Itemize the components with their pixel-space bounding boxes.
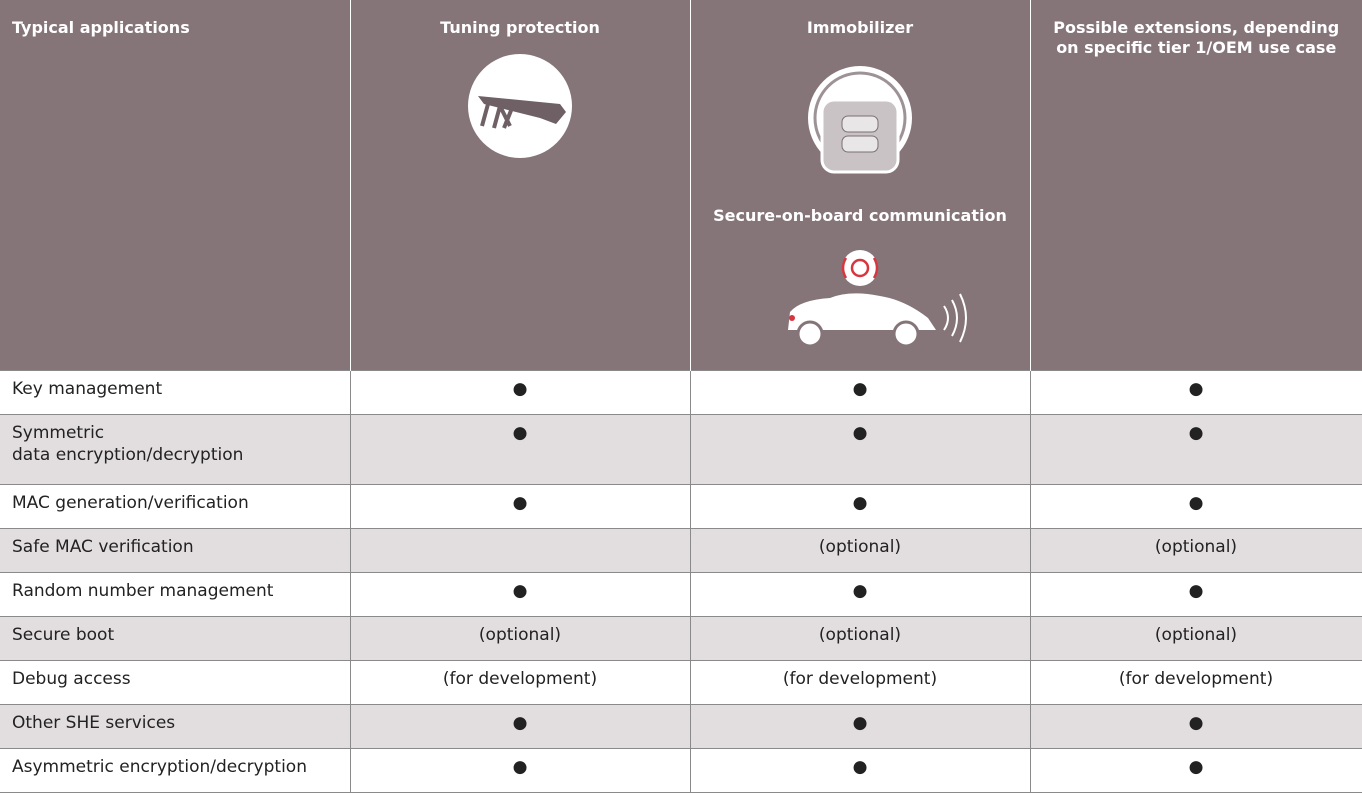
table-cell xyxy=(349,528,691,573)
row-label: Debug access xyxy=(0,660,351,705)
header-cell: Immobilizer xyxy=(690,0,1031,371)
row-label: MAC generation/verification xyxy=(0,484,351,529)
table-cell: (optional) xyxy=(1029,528,1362,573)
header-note: Secure-on-board communication xyxy=(713,206,1007,225)
table-cell: ● xyxy=(1029,414,1362,485)
row-label: Other SHE services xyxy=(0,704,351,749)
table-cell: (for development) xyxy=(1029,660,1362,705)
table-cell: ● xyxy=(349,704,691,749)
table-row: Random number management ● ● ● xyxy=(0,572,1362,617)
table-cell: ● xyxy=(1029,370,1362,415)
table-cell: (optional) xyxy=(689,616,1031,661)
table-row: Other SHE services ● ● ● xyxy=(0,704,1362,749)
table-cell: ● xyxy=(689,704,1031,749)
row-label: Asymmetric encryption/decryption xyxy=(0,748,351,793)
table-cell: ● xyxy=(1029,748,1362,793)
row-label: Secure boot xyxy=(0,616,351,661)
table-cell: (for development) xyxy=(689,660,1031,705)
table-cell: ● xyxy=(689,748,1031,793)
header-cell: Typical applications xyxy=(0,0,351,371)
table-body: Key management ● ● ● Symmetric data encrypti… xyxy=(0,370,1362,793)
row-label: Safe MAC verification xyxy=(0,528,351,573)
table-cell: ● xyxy=(689,484,1031,529)
table-cell: (optional) xyxy=(689,528,1031,573)
table-cell: (for development) xyxy=(349,660,691,705)
table-cell: ● xyxy=(1029,484,1362,529)
table-cell: ● xyxy=(1029,704,1362,749)
table-cell: ● xyxy=(349,572,691,617)
table-cell: ● xyxy=(349,484,691,529)
table-cell: ● xyxy=(349,414,691,485)
table-cell: ● xyxy=(349,748,691,793)
table-cell: ● xyxy=(349,370,691,415)
row-label: Symmetric data encryption/decryption xyxy=(0,414,351,485)
row-label: Key management xyxy=(0,370,351,415)
header-cell: Tuning protection xyxy=(350,0,691,371)
row-label: Random number management xyxy=(0,572,351,617)
table-row: Key management ● ● ● xyxy=(0,370,1362,415)
table-row: MAC generation/verification ● ● ● xyxy=(0,484,1362,529)
table-cell: ● xyxy=(1029,572,1362,617)
table-row: Symmetric data encryption/decryption ● ● ● xyxy=(0,414,1362,485)
table-row: Secure boot (optional) (optional) (optional… xyxy=(0,616,1362,661)
table-cell: (optional) xyxy=(1029,616,1362,661)
header-cell: Possible extensions, depending on specif… xyxy=(1030,0,1362,371)
header-row: Typical applications Tuning protection I… xyxy=(0,0,1362,371)
table-row: Asymmetric encryption/decryption ● ● ● xyxy=(0,748,1362,793)
table-row: Debug access (for development) (for develo… xyxy=(0,660,1362,705)
table-cell: ● xyxy=(689,572,1031,617)
table-cell: (optional) xyxy=(349,616,691,661)
table-cell: ● xyxy=(689,370,1031,415)
table-cell: ● xyxy=(689,414,1031,485)
table-row: Safe MAC verification (optional) (optional… xyxy=(0,528,1362,573)
